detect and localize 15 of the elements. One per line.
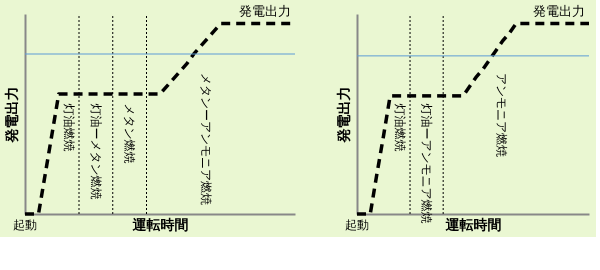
x-axis-title: 運転時間 xyxy=(444,218,502,234)
series-label: 発電出力 xyxy=(533,4,585,20)
y-axis-title: 発電出力 xyxy=(336,86,352,144)
annotation: メタン燃焼 xyxy=(122,104,137,164)
annotation: 灯油燃焼 xyxy=(62,104,76,152)
series-label: 発電出力 xyxy=(239,4,291,20)
y-axis-title: 発電出力 xyxy=(4,86,20,144)
annotation: 灯油燃焼 xyxy=(393,104,408,152)
text: 起動 xyxy=(345,218,369,232)
text: 起動 xyxy=(13,218,37,232)
x-axis-title: 運転時間 xyxy=(132,218,188,234)
annotation: メタンーアンモニア燃焼 xyxy=(198,73,213,206)
annotation: アンモニア燃焼 xyxy=(494,73,509,158)
annotation: 灯油ーメタン燃焼 xyxy=(88,104,103,200)
annotation: 灯油ーアンモニア燃焼 xyxy=(420,104,434,224)
